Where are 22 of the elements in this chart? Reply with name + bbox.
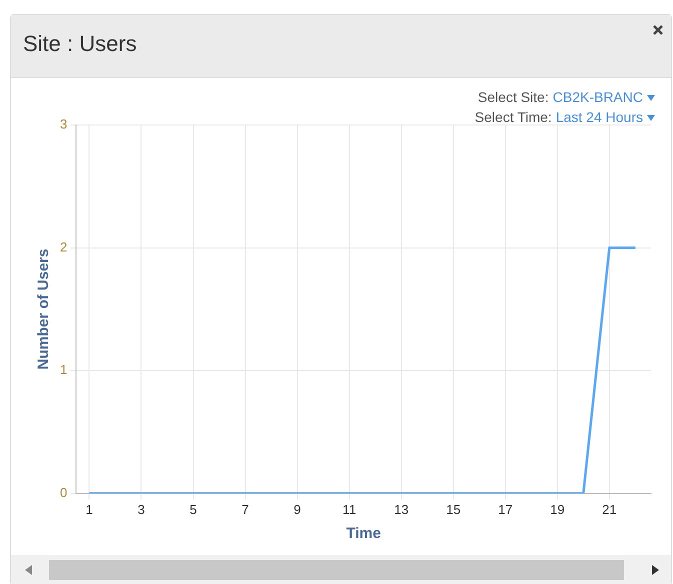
y-tick-label: 0 xyxy=(60,484,68,500)
x-tick-label: 15 xyxy=(446,502,461,517)
x-tick-label: 1 xyxy=(86,502,93,517)
y-tick-label: 2 xyxy=(60,239,68,254)
text: Select Time: xyxy=(474,109,552,125)
x-tick-label: 7 xyxy=(242,502,249,517)
x-axis-title: Time xyxy=(346,525,381,542)
text: Last 24 Hours xyxy=(556,109,643,125)
text: CB2K-BRANC xyxy=(552,89,643,105)
text: Select Site: xyxy=(478,89,549,105)
chart-title: Site : Users xyxy=(23,31,137,57)
y-axis-title: Number of Users xyxy=(35,248,52,370)
x-tick-label: 19 xyxy=(550,502,565,517)
y-tick-label: 3 xyxy=(60,116,68,132)
x-tick-label: 21 xyxy=(602,502,617,517)
x-tick-label: 17 xyxy=(498,502,513,517)
x-tick-label: 13 xyxy=(394,502,409,517)
x-tick-label: 11 xyxy=(342,502,356,517)
y-tick-label: 1 xyxy=(60,362,68,378)
x-tick-label: 3 xyxy=(138,502,145,517)
x-tick-label: 5 xyxy=(190,502,197,517)
x-tick-label: 9 xyxy=(294,502,301,517)
